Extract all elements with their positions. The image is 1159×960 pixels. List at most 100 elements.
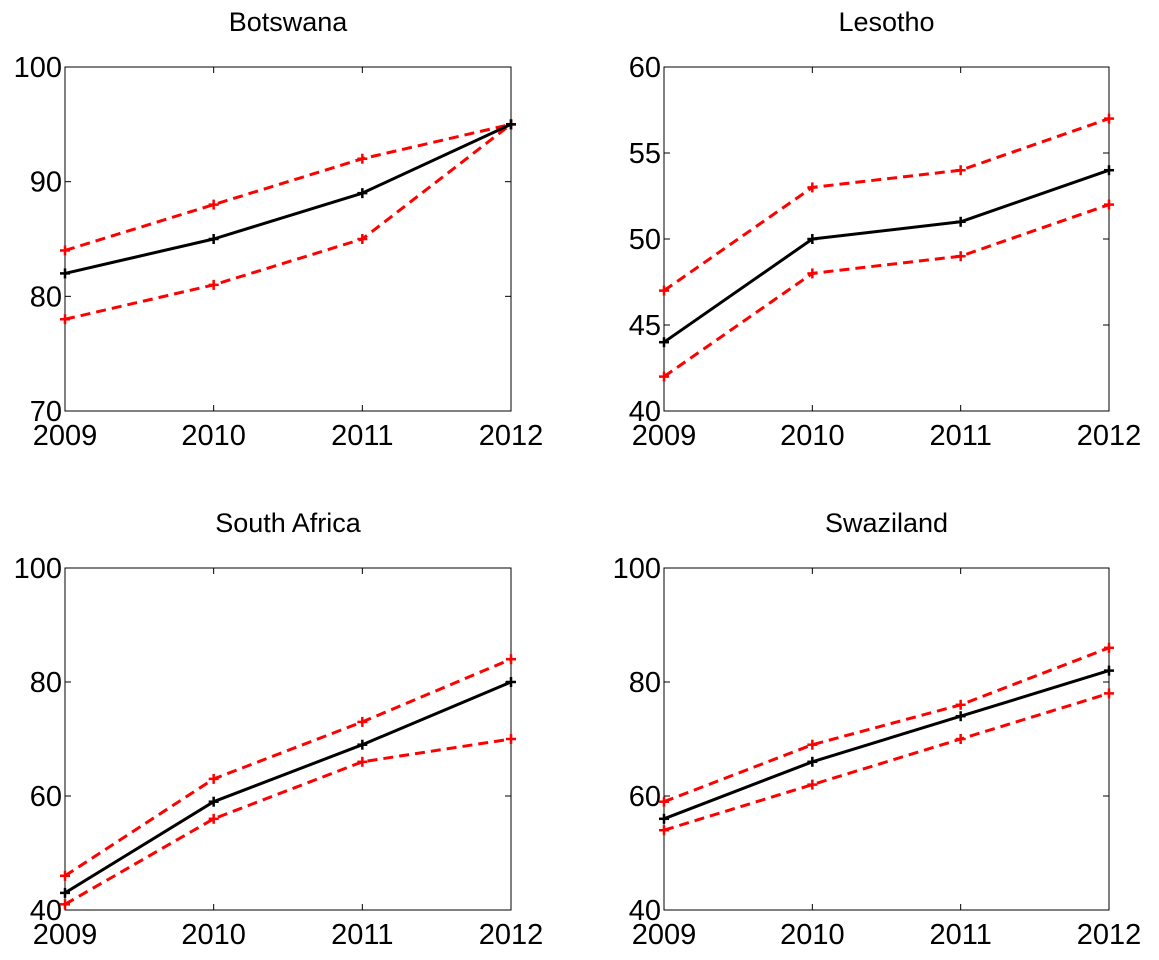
subplot-title: Lesotho	[838, 7, 934, 37]
series-line-dashed	[663, 691, 1110, 832]
x-tick-label: 2009	[33, 919, 98, 951]
plus-marker	[807, 182, 818, 193]
x-tick-label: 2009	[632, 919, 697, 951]
series-line-solid	[663, 669, 1110, 821]
subplot-3: Swaziland 40 60 80 100 2009 2010 2011 2012	[613, 508, 1142, 951]
y-tick-label: 100	[14, 553, 62, 585]
y-tick-label: 60	[30, 781, 62, 813]
y-tick-label: 100	[613, 553, 661, 585]
plus-marker	[955, 699, 966, 710]
y-tick-label: 55	[629, 138, 661, 170]
plus-marker	[357, 234, 368, 244]
y-tick-label: 80	[30, 667, 62, 699]
x-tick-label: 2011	[929, 420, 991, 452]
plus-marker	[506, 654, 516, 665]
x-tick-label: 2011	[929, 919, 991, 951]
plus-marker	[357, 188, 368, 199]
plus-marker	[659, 285, 669, 296]
axes-frame	[64, 66, 512, 412]
plus-marker	[208, 199, 219, 210]
x-tick-label: 2010	[181, 919, 246, 951]
plus-marker	[506, 677, 516, 687]
x-tick-label: 2012	[1077, 919, 1142, 951]
subplot-title: South Africa	[215, 508, 362, 538]
x-tick-label: 2012	[1077, 420, 1142, 452]
series-line-dashed	[663, 117, 1110, 292]
plus-marker	[1104, 165, 1114, 176]
y-tick-label: 60	[629, 52, 661, 84]
x-tick-label: 2010	[780, 919, 845, 951]
y-tick-label: 40	[629, 396, 661, 428]
plus-marker	[1104, 642, 1114, 653]
subplot-2: South Africa 40 60 80 100 2009 2010 2011 2012	[14, 508, 544, 951]
plus-marker	[60, 314, 70, 325]
series-line-dashed	[663, 646, 1110, 804]
plus-marker	[60, 245, 70, 256]
y-tick-label: 70	[30, 396, 62, 428]
plus-marker	[807, 268, 818, 279]
plus-marker	[807, 756, 818, 767]
axes-frame	[64, 567, 512, 911]
subplot-title: Swaziland	[825, 508, 948, 538]
plus-marker	[357, 739, 368, 750]
plus-marker	[1104, 688, 1114, 699]
plus-marker	[955, 711, 966, 722]
y-tick-label: 90	[30, 167, 62, 199]
y-tick-label: 45	[629, 310, 661, 342]
plus-marker	[955, 734, 966, 744]
plus-marker	[955, 216, 966, 227]
subplot-title: Botswana	[229, 7, 349, 37]
x-tick-label: 2011	[331, 420, 393, 452]
plus-marker	[659, 371, 669, 382]
plus-marker	[208, 279, 219, 290]
plus-marker	[807, 739, 818, 750]
x-tick-label: 2011	[331, 919, 393, 951]
y-tick-label: 80	[30, 281, 62, 313]
y-tick-label: 40	[629, 895, 661, 927]
plus-marker	[659, 796, 669, 807]
plus-marker	[807, 234, 818, 244]
plus-marker	[357, 716, 368, 727]
plus-marker	[1104, 113, 1114, 124]
y-tick-label: 60	[629, 781, 661, 813]
x-tick-label: 2010	[181, 420, 246, 452]
plus-marker	[208, 813, 219, 824]
y-tick-label: 80	[629, 667, 661, 699]
plus-marker	[659, 813, 669, 824]
subplot-0: Botswana 70 80 90 100 2009 2010 2011 2012	[14, 7, 544, 452]
plus-marker	[659, 825, 669, 836]
plus-marker	[208, 773, 219, 784]
plus-marker	[60, 870, 70, 881]
plus-marker	[60, 887, 70, 898]
plus-marker	[506, 734, 516, 744]
y-tick-label: 50	[629, 224, 661, 256]
plus-marker	[357, 153, 368, 164]
plus-marker	[208, 796, 219, 807]
y-tick-label: 100	[14, 52, 62, 84]
plus-marker	[1104, 665, 1114, 676]
plus-marker	[357, 756, 368, 767]
subplot-1: Lesotho 40 45 50 55 60 2009 2010 2011 2012	[629, 7, 1142, 452]
plus-marker	[955, 165, 966, 176]
series-line-solid	[663, 168, 1110, 344]
y-tick-label: 40	[30, 895, 62, 927]
series-line-solid	[64, 122, 512, 275]
x-tick-label: 2009	[632, 420, 697, 452]
x-tick-label: 2009	[33, 420, 98, 452]
plus-marker	[208, 234, 219, 244]
plus-marker	[60, 268, 70, 279]
plus-marker	[659, 337, 669, 348]
axes-frame	[663, 567, 1110, 911]
plus-marker	[807, 779, 818, 790]
series-line-dashed	[64, 123, 512, 321]
plus-marker	[1104, 199, 1114, 210]
series-line-dashed	[64, 122, 512, 252]
x-tick-label: 2012	[479, 919, 544, 951]
plus-marker	[506, 119, 516, 130]
x-tick-label: 2012	[479, 420, 544, 452]
series-line-dashed	[64, 737, 512, 906]
plus-marker	[60, 899, 70, 910]
series-line-solid	[64, 680, 512, 895]
axes-frame	[663, 66, 1110, 412]
